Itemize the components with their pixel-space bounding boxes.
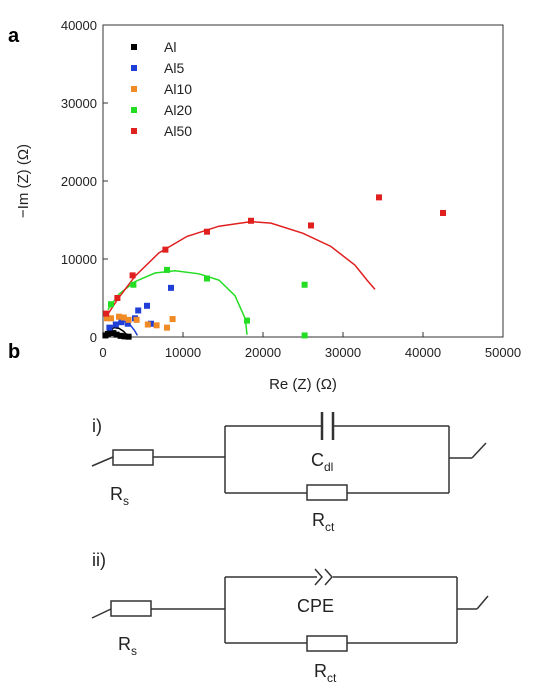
- data-point-al20: [164, 266, 170, 273]
- data-point-al20: [244, 317, 250, 324]
- data-point-al50: [103, 310, 110, 317]
- x-tick-label: 30000: [325, 345, 361, 360]
- data-point-al20: [108, 301, 114, 308]
- data-point-al5: [148, 320, 154, 327]
- nyquist-chart: 0 10000 20000 30000 40000 0 10000 20000 30000 40…: [15, 18, 521, 393]
- data-point-al5: [144, 302, 150, 309]
- circuit-ii: ii) Rs CPE Rct: [91, 550, 489, 685]
- resistor-rs: [112, 449, 154, 466]
- data-point-al20: [130, 281, 137, 288]
- rct-label: Rct: [314, 661, 337, 685]
- data-point-al: [113, 331, 120, 338]
- data-point-al5: [112, 321, 119, 328]
- data-point-al10: [153, 322, 160, 329]
- x-tick-label: 40000: [405, 345, 441, 360]
- x-tick-label: 50000: [485, 345, 521, 360]
- legend-label: Al20: [164, 102, 192, 118]
- circuit-ii-label: ii): [92, 550, 106, 570]
- legend-label: Al10: [164, 81, 192, 97]
- data-point-al5: [135, 307, 142, 314]
- rs-label: Rs: [118, 634, 137, 658]
- legend-swatch: [131, 86, 137, 92]
- y-tick-label: 20000: [61, 174, 97, 189]
- data-point-al20: [204, 275, 210, 282]
- legend-swatch: [131, 128, 137, 134]
- data-point-al10: [169, 316, 176, 323]
- resistor-rs: [110, 600, 152, 617]
- data-point-al10: [164, 324, 170, 331]
- data-point-al50: [114, 295, 121, 301]
- data-point-al50: [204, 228, 210, 235]
- legend: Al Al5 Al10 Al20 Al50: [131, 39, 192, 139]
- data-point-al: [107, 329, 114, 336]
- plot-frame: [102, 24, 504, 338]
- data-point-al50: [308, 222, 314, 229]
- panel-a-label: a: [8, 25, 20, 47]
- data-point-al10: [133, 316, 140, 323]
- wire: [91, 608, 112, 619]
- wire: [476, 595, 489, 610]
- panel-b-label: b: [8, 341, 20, 363]
- x-tick-label: 20000: [245, 345, 281, 360]
- legend-swatch: [131, 107, 137, 113]
- x-axis-ticks: 0 10000 20000 30000 40000 50000: [99, 332, 521, 360]
- data-point-al20: [301, 281, 308, 288]
- y-tick-label: 10000: [61, 252, 97, 267]
- data-point-al: [121, 333, 128, 340]
- circuit-i: i) Rs Cdl Rct: [91, 412, 487, 534]
- y-tick-label: 30000: [61, 96, 97, 111]
- x-axis-label: Re (Z) (Ω): [269, 376, 337, 393]
- data-point-al: [125, 333, 132, 340]
- legend-label: Al: [164, 39, 176, 55]
- legend-swatch: [131, 44, 137, 50]
- data-points: [102, 194, 446, 340]
- resistor-rct: [306, 484, 348, 501]
- data-point-al5: [106, 324, 113, 331]
- data-point-al10: [120, 314, 127, 321]
- cdl-label: Cdl: [311, 450, 333, 474]
- y-tick-label: 40000: [61, 18, 97, 33]
- cpe-label: CPE: [297, 596, 334, 616]
- data-point-al50: [440, 209, 446, 216]
- data-point-al50: [376, 194, 382, 201]
- data-point-al20: [301, 332, 308, 339]
- data-point-al: [117, 332, 124, 339]
- data-point-al10: [116, 313, 122, 320]
- rct-label: Rct: [312, 510, 335, 534]
- data-point-al10: [108, 315, 114, 322]
- wire: [91, 456, 114, 467]
- data-point-al50: [248, 217, 254, 224]
- cpe-symbol: [314, 568, 333, 586]
- rs-label: Rs: [110, 484, 129, 508]
- data-point-al5: [168, 284, 174, 291]
- data-point-al50: [129, 272, 136, 279]
- legend-label: Al50: [164, 123, 192, 139]
- y-axis-ticks: 0 10000 20000 30000 40000: [61, 18, 108, 345]
- fit-lines: [104, 220, 376, 336]
- data-point-al: [110, 330, 117, 337]
- x-tick-label: 10000: [165, 345, 201, 360]
- wire: [471, 442, 487, 459]
- legend-label: Al5: [164, 60, 184, 76]
- data-point-al10: [144, 321, 151, 328]
- data-point-al5: [118, 319, 125, 326]
- x-tick-label: 0: [99, 345, 106, 360]
- data-point-al5: [124, 320, 131, 327]
- fit-line-al50: [105, 220, 376, 318]
- data-point-al10: [104, 315, 110, 322]
- y-axis-label: −Im (Z) (Ω): [15, 144, 32, 218]
- data-point-al50: [162, 246, 169, 253]
- data-point-al10: [125, 316, 132, 323]
- resistor-rct: [306, 635, 348, 652]
- legend-swatch: [131, 65, 137, 71]
- circuit-i-label: i): [92, 416, 102, 436]
- y-tick-label: 0: [90, 330, 97, 345]
